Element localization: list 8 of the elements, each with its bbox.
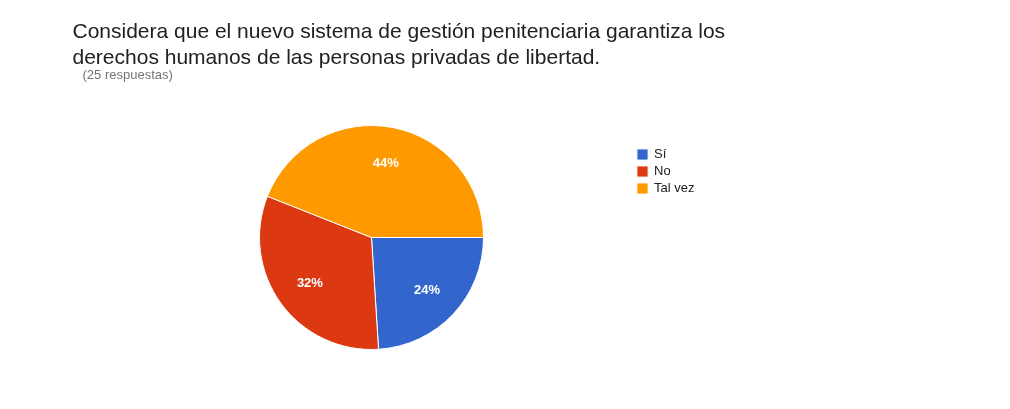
legend-label: No bbox=[654, 163, 672, 178]
chart-title: Considera que el nuevo sistema de gestión penitenciaria garantiza los derechos humanos de las personas privadas de libertad. bbox=[72, 19, 726, 68]
legend-label: Sí bbox=[654, 146, 668, 161]
data-label: 24% bbox=[414, 282, 441, 298]
data-label: 32% bbox=[296, 274, 324, 290]
data-label: 44% bbox=[372, 155, 400, 171]
text: (25 respuestas) bbox=[82, 67, 173, 82]
legend-label: Tal vez bbox=[654, 180, 695, 195]
